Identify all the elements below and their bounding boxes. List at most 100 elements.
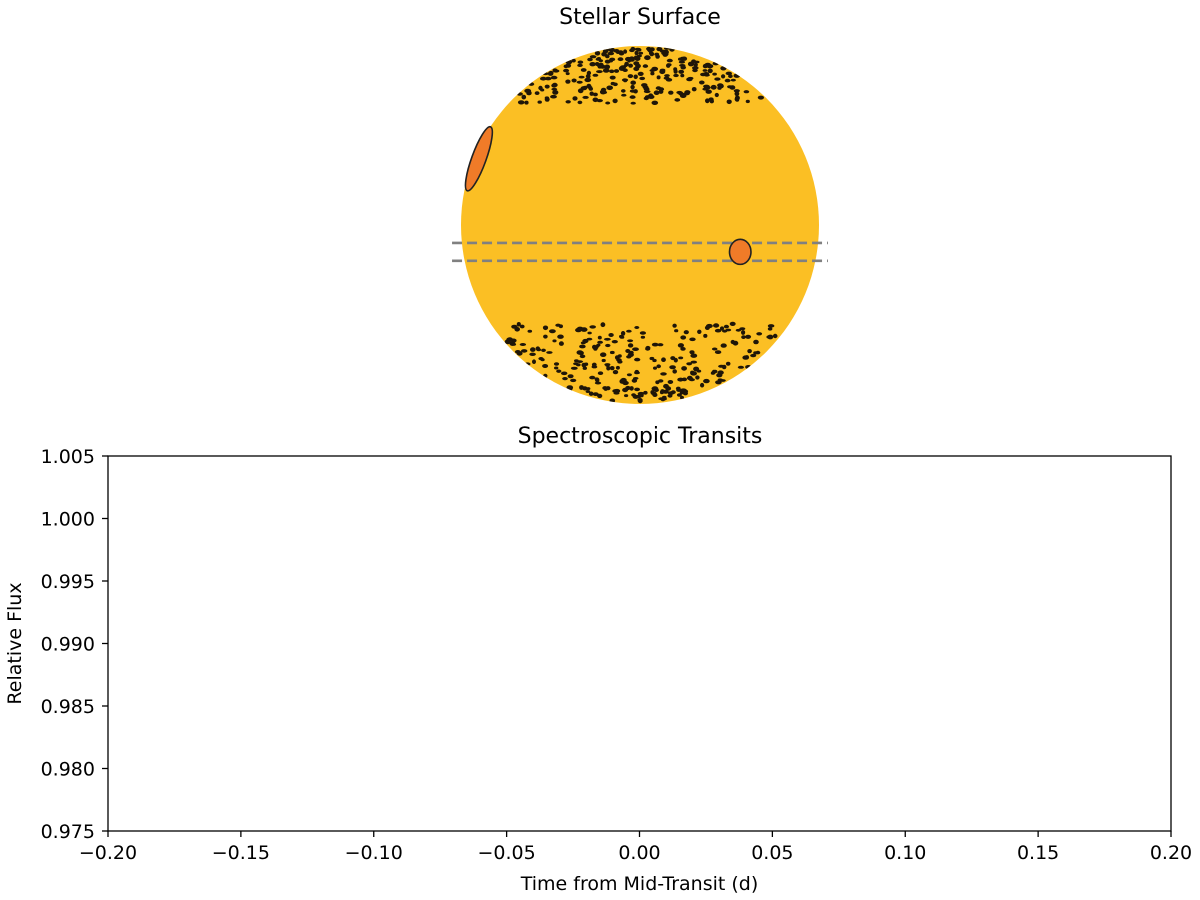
starspot [586, 387, 591, 391]
starspot [592, 392, 599, 396]
starspot [597, 63, 602, 68]
starspot [563, 64, 569, 69]
starspot [527, 329, 533, 333]
starspot [604, 337, 611, 341]
starspot [609, 350, 615, 355]
starspot [589, 375, 596, 380]
starspot [720, 343, 727, 348]
starspot [728, 74, 733, 79]
starspot [677, 377, 684, 382]
x-tick-label: −0.05 [478, 842, 536, 864]
y-tick-label: 1.000 [41, 509, 95, 531]
starspot [633, 74, 638, 80]
starspot [745, 99, 750, 104]
starspot [703, 378, 710, 384]
starspot [592, 73, 599, 77]
starspot [572, 96, 578, 101]
starspot [753, 339, 759, 345]
starspot [639, 331, 647, 335]
starspot [581, 362, 587, 368]
starspot [622, 78, 627, 82]
starspot [688, 377, 694, 381]
star-disk-icon [461, 46, 819, 404]
starspot [511, 324, 518, 329]
starspot [534, 91, 540, 95]
starspot [715, 380, 722, 385]
starspot [721, 74, 726, 79]
starspot [679, 388, 687, 392]
starspot [658, 89, 664, 94]
starspot [637, 71, 644, 76]
starspot [562, 377, 568, 381]
starspot [544, 76, 552, 81]
starspot [542, 325, 549, 331]
starspot [632, 347, 639, 352]
starspot [619, 379, 625, 384]
starspot [689, 350, 695, 355]
starspot [669, 365, 676, 370]
starspot [650, 71, 655, 76]
starspot [625, 349, 631, 353]
starspot [521, 349, 528, 353]
x-tick-label: −0.20 [79, 842, 137, 864]
starspot [584, 77, 592, 83]
starspot [666, 58, 673, 63]
starspot [506, 337, 514, 342]
starspot [680, 395, 684, 400]
starspot [577, 100, 583, 105]
starspot [603, 386, 608, 391]
starspot [622, 387, 629, 393]
starspot [550, 75, 558, 80]
starspot [565, 100, 571, 104]
starspot [580, 86, 588, 91]
starspot [639, 76, 646, 81]
starspot [530, 347, 536, 352]
starspot [714, 328, 722, 333]
starspot [651, 66, 659, 72]
starspot [589, 91, 594, 96]
starspot [588, 391, 594, 396]
starspot [673, 69, 678, 74]
starspot [592, 92, 598, 97]
starspot [604, 363, 611, 367]
starspot [686, 362, 693, 366]
starspot [703, 64, 708, 69]
starspot [626, 329, 632, 333]
x-tick-label: 0.05 [751, 842, 793, 864]
starspot [677, 343, 685, 348]
starspot [630, 80, 636, 85]
starspot [661, 357, 666, 363]
x-tick-label: 0.15 [1017, 842, 1059, 864]
starspot [727, 85, 733, 89]
starspot [617, 360, 623, 364]
starspot [691, 87, 697, 92]
starspot [638, 51, 644, 55]
x-tick-label: 0.10 [884, 842, 926, 864]
starspot [632, 394, 639, 399]
starspot [714, 350, 722, 354]
starspot [629, 386, 634, 391]
starspot [662, 52, 668, 57]
starspot [607, 51, 615, 56]
starspot [579, 385, 584, 390]
starspot [627, 343, 634, 348]
starspot [521, 94, 527, 100]
starspot [550, 94, 557, 99]
starspot [652, 358, 657, 363]
starspot [516, 351, 523, 356]
y-tick-label: 0.985 [41, 696, 95, 718]
starspot [717, 370, 724, 375]
starspot [615, 365, 620, 370]
starspot [586, 337, 593, 341]
starspot [540, 76, 547, 81]
starspot [576, 80, 583, 84]
starspot [651, 342, 659, 347]
starspot [687, 76, 694, 80]
starspot [555, 323, 561, 327]
starspot [571, 78, 577, 83]
starspot [744, 355, 749, 360]
starspot [596, 57, 602, 61]
spectroscopic-transits-panel: Spectroscopic Transits −0.20 −0.15 −0.10 −0… [4, 424, 1192, 895]
starspot [554, 366, 559, 370]
